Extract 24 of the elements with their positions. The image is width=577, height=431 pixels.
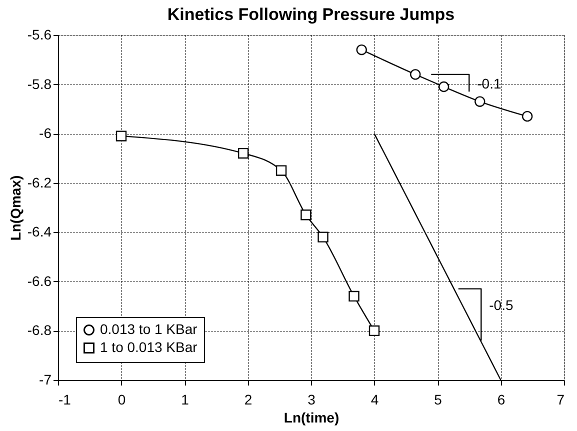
legend-label: 1 to 0.013 KBar bbox=[100, 339, 198, 355]
legend-label: 0.013 to 1 KBar bbox=[100, 321, 198, 337]
y-tick-label: -6 bbox=[39, 125, 52, 142]
chart-title: Kinetics Following Pressure Jumps bbox=[167, 5, 455, 24]
x-tick-label: 0 bbox=[118, 392, 126, 408]
x-tick-label: -1 bbox=[58, 392, 72, 408]
y-tick-label: -5.8 bbox=[27, 76, 52, 92]
x-tick-label: 1 bbox=[181, 392, 190, 408]
x-tick-label: 5 bbox=[434, 392, 442, 408]
y-tick-label: -6.4 bbox=[27, 224, 52, 240]
y-tick-label: -6.2 bbox=[27, 174, 52, 190]
annotation: -0.5 bbox=[489, 297, 514, 314]
x-tick-label: 6 bbox=[497, 392, 506, 408]
y-tick-label: -7 bbox=[39, 372, 52, 388]
x-axis-title: Ln(time) bbox=[284, 410, 340, 426]
y-tick-label: -5.6 bbox=[27, 26, 52, 42]
annotation: -0.1 bbox=[477, 75, 502, 92]
y-axis-title: Ln(Qmax) bbox=[7, 175, 24, 241]
x-tick-label: 2 bbox=[244, 392, 252, 408]
y-tick-label: -6.8 bbox=[27, 322, 52, 338]
y-tick-label: -6.6 bbox=[27, 272, 52, 289]
x-tick-label: 7 bbox=[556, 392, 565, 408]
x-tick-label: 3 bbox=[308, 392, 316, 408]
x-tick-label: 4 bbox=[370, 392, 379, 408]
